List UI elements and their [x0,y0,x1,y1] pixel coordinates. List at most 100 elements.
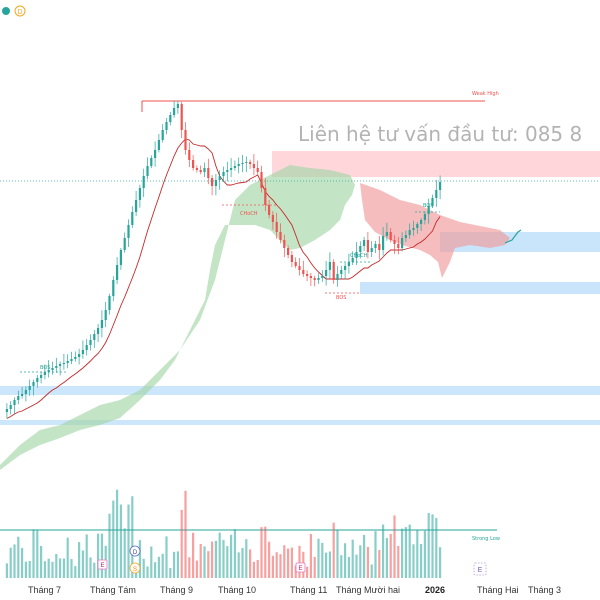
earnings-badge-3[interactable] [473,562,487,576]
candle-body [66,361,69,363]
volume-bar [435,517,438,578]
volume-bar [264,526,267,578]
candle-body [21,394,24,396]
volume-bar [378,550,381,578]
candle-body [207,168,210,178]
volume-bar [347,556,350,578]
candle-body [404,235,407,238]
volume-bar [116,489,119,578]
volume-bar [70,559,73,578]
candle-body [180,104,183,130]
candle-body [252,164,255,168]
volume-bar [89,557,92,578]
split-badge-label: S [133,567,137,573]
candle-body [81,350,84,354]
volume-bar [275,552,278,578]
zones-layer [0,151,600,425]
candle-body [378,244,381,250]
volume-bar [108,513,111,578]
candle-body [336,274,339,280]
candle-body [431,198,434,206]
volume-bar [62,558,65,578]
candle-body [203,168,206,172]
volume-bar [336,529,339,578]
x-axis: Tháng 7 Tháng Tám Tháng 9 Tháng 10 Tháng… [28,585,561,595]
candle-body [382,236,385,250]
candle-body [226,170,229,172]
volume-bar [59,558,62,578]
volume-bar [150,546,153,578]
volume-bar [142,558,145,578]
volume-bar [123,528,126,578]
earnings-badge-2[interactable] [295,562,306,573]
volume-bar [165,536,168,578]
volume-bar [427,513,430,578]
candle-body [420,220,423,224]
volume-bar [17,536,20,578]
volume-bar [100,533,103,578]
volume-bar [408,524,411,578]
volume-bar [328,551,331,578]
candle-body [199,170,202,172]
volume-bar [138,540,141,578]
dividend-badge[interactable] [129,545,141,557]
volume-bar [74,566,77,578]
candle-body [401,238,404,248]
volume-bar [431,514,434,578]
candle-body [366,240,369,252]
candle-body [116,265,119,280]
candle-body [97,328,100,334]
candle-body [138,188,141,200]
volume-bar [66,537,69,578]
candle-body [214,180,217,186]
volume-bar [420,544,423,578]
volume-bar [97,533,100,578]
candle-body [5,409,8,412]
earnings-badge-1-label: E [100,563,104,569]
d-badge-icon[interactable] [14,5,26,17]
volume-bar [359,545,362,578]
candle-body [279,232,282,240]
weak-high-marker: Weak High [141,91,499,112]
candle-body [245,162,248,163]
volume-bar [93,562,96,578]
volume-bar [370,564,373,578]
candle-body [233,166,236,168]
candle-body [393,240,396,244]
volume-bar [385,538,388,578]
volume-bar [313,556,316,578]
candle-body [287,248,290,255]
volume-bar [78,542,81,578]
candles-layer [5,101,442,419]
volume-bar [325,552,328,578]
volume-bar [131,496,134,578]
candle-body [112,280,115,296]
volume-bar [157,556,160,578]
x-tick-label: Tháng Mười hai [336,585,400,595]
volume-bar [226,546,229,578]
candle-body [100,320,103,328]
x-tick-label: Tháng 11 [290,585,327,595]
candle-body [268,205,271,215]
earnings-badge-1[interactable] [97,559,108,570]
volume-bar [321,542,324,578]
candle-body [328,262,331,270]
volume-bar [28,560,31,578]
volume-bar [351,539,354,578]
volume-bar [256,559,259,578]
candle-body [423,214,426,220]
candle-body [154,150,157,158]
volume-bar [382,524,385,578]
volume-bar [154,562,157,578]
volume-bar [283,545,286,578]
split-badge[interactable] [129,562,141,574]
candle-body [161,130,164,140]
volume-bar [294,565,297,578]
candle-body [385,232,388,236]
x-tick-label: Tháng Tám [90,585,136,595]
x-tick-label: Tháng 10 [218,585,256,595]
candle-body [374,244,377,248]
volume-bar [9,547,12,578]
